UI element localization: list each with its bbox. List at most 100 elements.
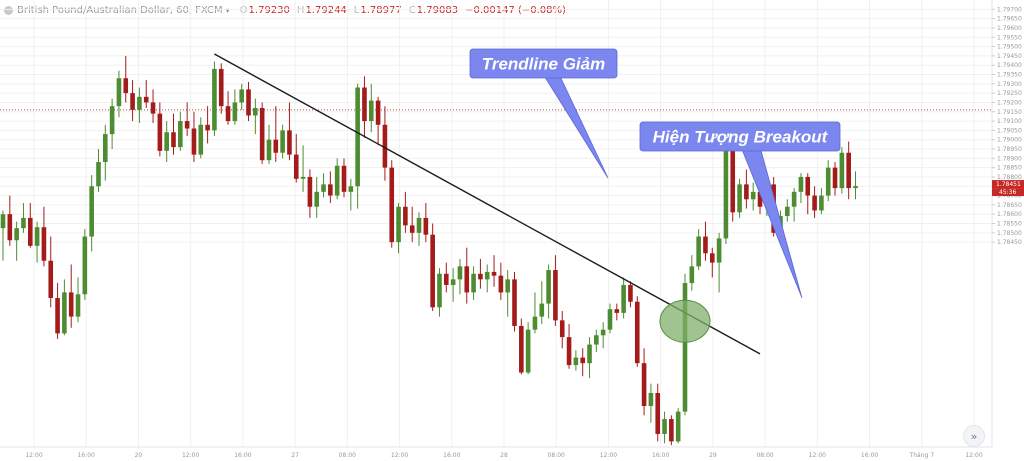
- annotations: Trendline Giảm Hiện Tượng Breakout: [469, 48, 841, 343]
- time-tick-label: 12:00: [391, 452, 408, 459]
- candle: [7, 195, 13, 246]
- time-tick-label: 16:00: [652, 452, 669, 459]
- candle-body: [293, 154, 299, 179]
- candle: [184, 102, 190, 136]
- candle: [525, 322, 531, 375]
- time-tick-label: 12:00: [965, 452, 982, 459]
- candle: [0, 210, 6, 261]
- candle-body: [573, 357, 579, 366]
- candle: [273, 106, 279, 163]
- candle-body: [641, 363, 647, 407]
- candle: [519, 318, 524, 375]
- candle-body: [375, 100, 381, 125]
- candle-body: [437, 273, 442, 308]
- candle-body: [239, 89, 244, 103]
- candle-body: [130, 93, 135, 110]
- candle-body: [171, 132, 176, 148]
- candle-body: [396, 206, 401, 243]
- candle: [655, 383, 661, 442]
- candle: [819, 188, 824, 215]
- candle: [723, 141, 729, 244]
- candle: [403, 191, 408, 233]
- price-tick-label: 1.79500: [997, 44, 1022, 51]
- open-value: 1.79230: [248, 4, 290, 16]
- price-tick-label: 1.79700: [997, 6, 1022, 13]
- time-tick-label: 12:00: [600, 452, 617, 459]
- time-tick-label: 16:00: [234, 452, 251, 459]
- candle: [696, 229, 701, 271]
- candle: [566, 324, 572, 369]
- candle-body: [184, 121, 190, 129]
- candle-body: [82, 236, 88, 295]
- candle-body: [471, 273, 476, 293]
- candle-body: [96, 162, 101, 187]
- candle-body: [464, 266, 470, 293]
- candle-body: [21, 217, 26, 229]
- breakout-label-pointer: [740, 146, 803, 299]
- high-label: H: [296, 4, 305, 16]
- candle-body: [27, 217, 33, 246]
- candle-body: [280, 130, 285, 153]
- candle: [491, 255, 497, 287]
- last-price-badge: [992, 180, 1024, 189]
- candle-body: [491, 271, 497, 276]
- candle: [662, 411, 667, 444]
- time-tick-label: 29: [709, 452, 717, 459]
- time-axis: 12:00 16:00 20 12:00 16:00 27 08:00 12:00 16:00 2…: [0, 446, 992, 459]
- candle: [314, 176, 320, 218]
- candle-body: [341, 165, 347, 192]
- scroll-to-realtime-button[interactable]: »: [963, 425, 985, 447]
- candle-body: [164, 132, 169, 151]
- candle: [362, 76, 367, 138]
- candle: [730, 139, 736, 222]
- close-label: C: [408, 4, 416, 16]
- candle: [587, 337, 592, 379]
- high-value: 1.79244: [305, 4, 347, 16]
- price-tick-label: 1.79200: [997, 99, 1022, 106]
- candle: [239, 83, 244, 110]
- price-tick-label: 1.79150: [997, 109, 1022, 116]
- candle-body: [846, 152, 851, 189]
- candle: [328, 171, 333, 204]
- candle-body: [648, 392, 654, 407]
- candle: [628, 281, 633, 308]
- candle-body: [212, 68, 217, 131]
- double-chevron-right-icon: »: [970, 429, 978, 443]
- candle-body: [382, 124, 388, 168]
- candle-body: [621, 284, 626, 313]
- candle-body: [314, 191, 320, 207]
- candle-body: [791, 191, 797, 207]
- time-tick-label: Tháng 7: [909, 452, 935, 459]
- candle-body: [505, 279, 510, 293]
- candle: [293, 134, 299, 183]
- candle: [750, 182, 756, 211]
- candle-body: [68, 292, 74, 317]
- candle: [785, 199, 790, 222]
- candle: [123, 55, 129, 103]
- candle: [580, 348, 585, 377]
- candles: [0, 55, 858, 446]
- symbol-name[interactable]: British Pound/Australian Dollar, 60, FXC…: [17, 4, 223, 16]
- candle: [205, 106, 210, 144]
- chevron-down-icon[interactable]: ▾: [225, 5, 230, 15]
- candle-body: [205, 124, 210, 131]
- candle-body: [812, 195, 817, 211]
- candle: [444, 262, 449, 293]
- breakout-label-text: Hiện Tượng Breakout: [653, 128, 829, 147]
- candle: [130, 80, 135, 122]
- candle: [832, 162, 838, 196]
- price-tick-label: 1.79400: [997, 62, 1022, 69]
- candle-body: [103, 134, 108, 163]
- candle-body: [259, 108, 265, 161]
- candle-body: [539, 303, 545, 317]
- candle-body: [14, 228, 19, 241]
- candle-body: [137, 96, 142, 110]
- candle-body: [737, 184, 742, 213]
- candle: [21, 203, 26, 233]
- countdown-badge: [992, 188, 1024, 197]
- candle-body: [832, 167, 838, 189]
- candle: [471, 266, 476, 300]
- candle-body: [682, 283, 688, 412]
- candle-body: [178, 121, 183, 148]
